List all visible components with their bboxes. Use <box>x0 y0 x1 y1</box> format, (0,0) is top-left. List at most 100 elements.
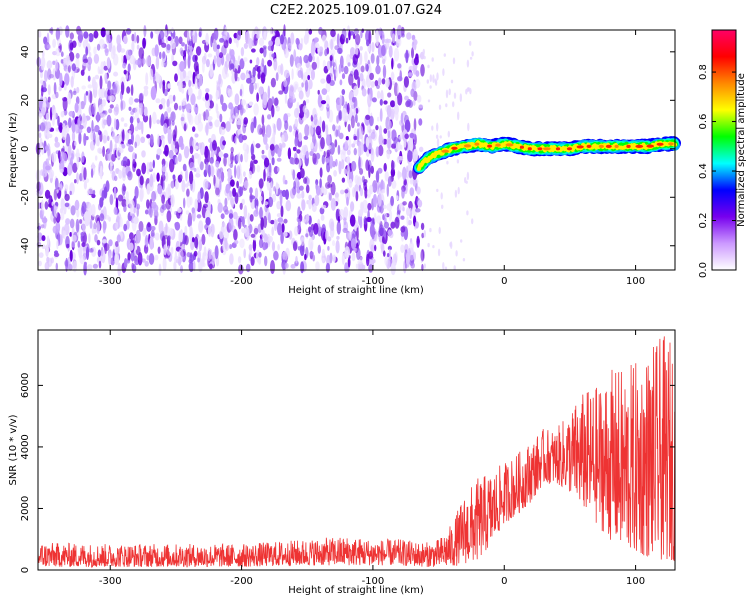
spectrogram-cell <box>471 51 474 57</box>
spectrogram-cell <box>101 99 106 107</box>
spectrogram-cell <box>263 201 269 206</box>
spectrogram-cell <box>90 168 94 179</box>
spectrogram-cell <box>104 90 108 98</box>
signal-trace-peak <box>656 142 664 146</box>
spectrogram-cell <box>212 140 217 151</box>
spectrogram-cell <box>348 178 353 188</box>
spectrogram-cell <box>454 189 458 198</box>
spectrogram-cell <box>459 93 462 102</box>
spectrogram-cell <box>142 114 149 123</box>
spectrogram-cell <box>230 63 235 70</box>
spectrogram-cell <box>364 51 368 63</box>
spectrogram-cell <box>56 38 62 47</box>
spectrogram-cell <box>280 205 284 218</box>
spectrogram-cell <box>390 100 396 108</box>
spectrogram-cell <box>191 208 196 222</box>
signal-trace-peak <box>451 146 458 150</box>
spectrogram-cell <box>353 108 356 119</box>
signal-trace-peak <box>474 142 480 146</box>
spectrogram-cell <box>242 142 248 152</box>
spectrogram-cell <box>245 263 251 273</box>
spectrogram-cell <box>352 54 358 65</box>
spectrogram-cell <box>205 58 210 68</box>
spectrogram-cell <box>243 171 246 178</box>
spectrogram-cell <box>234 135 237 145</box>
spectrogram-cell <box>98 260 102 269</box>
spectrogram-cell <box>289 54 294 67</box>
spectrogram-cell <box>276 213 282 218</box>
spectrogram-cell <box>306 32 310 44</box>
spectrogram-cell <box>225 183 230 194</box>
spectrogram-cell <box>145 234 149 248</box>
spectrogram-cell <box>325 124 329 138</box>
spectrogram-cell <box>239 202 243 210</box>
spectrogram-cell <box>256 34 260 39</box>
spectrogram-cell <box>322 257 325 263</box>
spectrogram-cell <box>230 179 235 187</box>
spectrogram-cell <box>375 65 381 75</box>
spectrogram-cell <box>114 143 117 151</box>
spectrogram-cell <box>262 91 268 106</box>
spectrogram-cell <box>381 31 385 45</box>
spectrogram-cell <box>273 186 276 192</box>
spectrogram-cell <box>410 262 416 269</box>
spectrogram-cell <box>355 107 359 114</box>
spectrogram-cell <box>423 229 426 238</box>
spectrogram-cell <box>204 124 209 134</box>
spectrogram-cell <box>360 30 363 39</box>
spectrogram-cell <box>353 135 358 141</box>
spectrogram-cell <box>86 56 93 66</box>
spectrogram-cell <box>56 239 59 250</box>
spectrogram-cell <box>192 260 196 272</box>
spectrogram-cell <box>127 252 131 261</box>
spectrogram-cell <box>192 126 196 132</box>
spectrogram-cell <box>41 199 44 212</box>
spectrogram-cell <box>422 48 425 56</box>
spectrogram-cell <box>166 106 171 114</box>
spectrogram-cell <box>98 104 102 114</box>
spectrogram-cell <box>85 46 89 56</box>
spectrogram-cell <box>343 168 347 175</box>
spectrogram-cell <box>188 261 194 272</box>
spectrogram-cell <box>414 221 419 229</box>
spectrogram-cell <box>358 209 364 217</box>
spectrogram-cell <box>198 220 204 233</box>
spectrogram-cell <box>417 199 423 208</box>
spectrogram-cell <box>329 155 334 169</box>
spectrogram-cell <box>294 121 298 127</box>
spectrogram-cell <box>334 139 338 148</box>
spectrogram-cell <box>54 250 59 255</box>
spectrogram-cell <box>211 251 216 266</box>
spectrogram-cell <box>189 145 194 155</box>
spectrogram-cell <box>383 100 388 105</box>
spectrogram-cell <box>253 103 259 116</box>
spectrogram-cell <box>196 95 202 100</box>
spectrogram-cell <box>283 231 288 237</box>
spectrogram-cell <box>80 100 85 110</box>
spectrogram-cell <box>347 62 351 67</box>
spectrogram-cell <box>291 157 296 165</box>
spectrogram-cell <box>230 146 234 154</box>
spectrogram-cell <box>272 131 276 143</box>
spectrogram-cell <box>89 90 93 104</box>
spectrogram-cell <box>381 137 385 146</box>
spectrogram-cell <box>292 169 296 181</box>
spectrogram-cell <box>185 210 190 215</box>
spectrogram-cell <box>452 57 456 65</box>
spectrogram-cell <box>101 239 108 244</box>
spectrogram-cell <box>183 49 187 56</box>
spectrogram-cell <box>412 99 416 106</box>
colorbar-ticks: 0.0 0.2 0.4 0.6 0.8 <box>698 64 736 278</box>
spectrogram-cell <box>432 74 435 83</box>
spectrogram-cell <box>386 149 391 160</box>
spectrogram-cell <box>205 88 210 93</box>
signal-trace-peak <box>598 144 604 148</box>
spectrogram-cell <box>271 157 275 166</box>
spectrogram-cell <box>194 236 199 249</box>
spectrogram-cell <box>136 206 139 217</box>
spectrogram-cell <box>457 186 460 195</box>
spectrogram-cell <box>41 244 46 249</box>
spectrogram-cell <box>194 107 198 114</box>
spectrogram-cell <box>366 39 370 47</box>
spectrogram-cell <box>339 215 343 221</box>
